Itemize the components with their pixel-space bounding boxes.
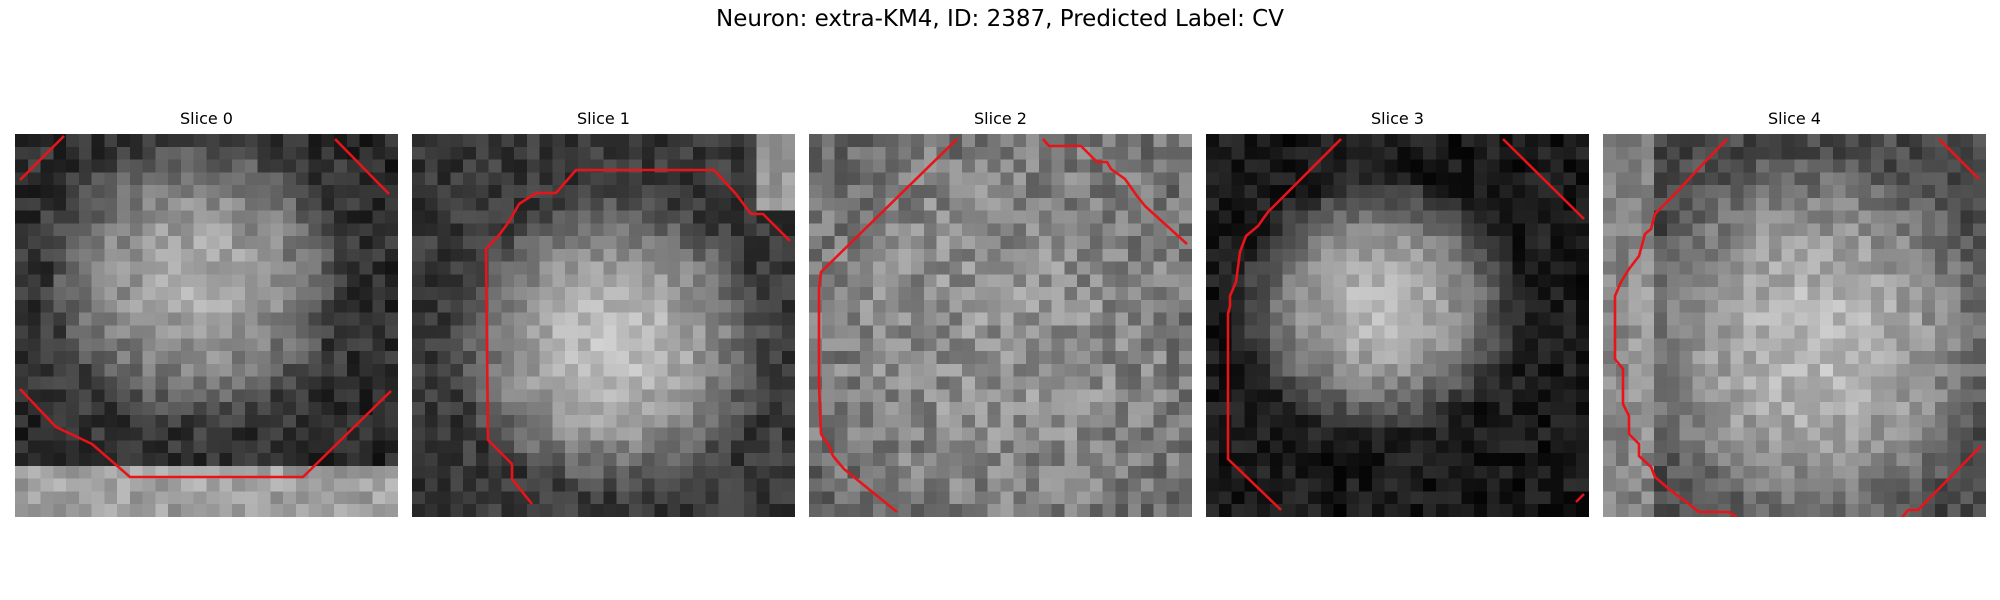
segmentation-contour (484, 168, 791, 505)
slice-title: Slice 0 (180, 109, 233, 128)
slice-panel-2: Slice 2 (809, 108, 1192, 517)
grayscale-patch (809, 134, 1192, 517)
grayscale-patch (15, 134, 398, 517)
segmentation-contour (19, 135, 392, 479)
grayscale-patch (412, 134, 795, 517)
slice-panel-1: Slice 1 (412, 108, 795, 517)
slice-image (412, 134, 795, 517)
slice-image (1206, 134, 1589, 517)
segmentation-contour (817, 138, 1188, 514)
slice-title: Slice 1 (577, 109, 630, 128)
slice-panel-3: Slice 3 (1206, 108, 1589, 517)
grayscale-patch (1206, 134, 1589, 517)
grayscale-patch (1603, 134, 1986, 517)
slice-panel-4: Slice 4 (1603, 108, 1986, 517)
slice-panel-0: Slice 0 (15, 108, 398, 517)
slice-title: Slice 4 (1768, 109, 1821, 128)
segmentation-contour (1613, 138, 1982, 517)
slice-image (809, 134, 1192, 517)
figure-title: Neuron: extra-KM4, ID: 2387, Predicted L… (716, 6, 1284, 32)
slice-image (1603, 134, 1986, 517)
segmentation-contour (1226, 138, 1585, 511)
slice-title: Slice 3 (1371, 109, 1424, 128)
slice-image (15, 134, 398, 517)
slice-title: Slice 2 (974, 109, 1027, 128)
